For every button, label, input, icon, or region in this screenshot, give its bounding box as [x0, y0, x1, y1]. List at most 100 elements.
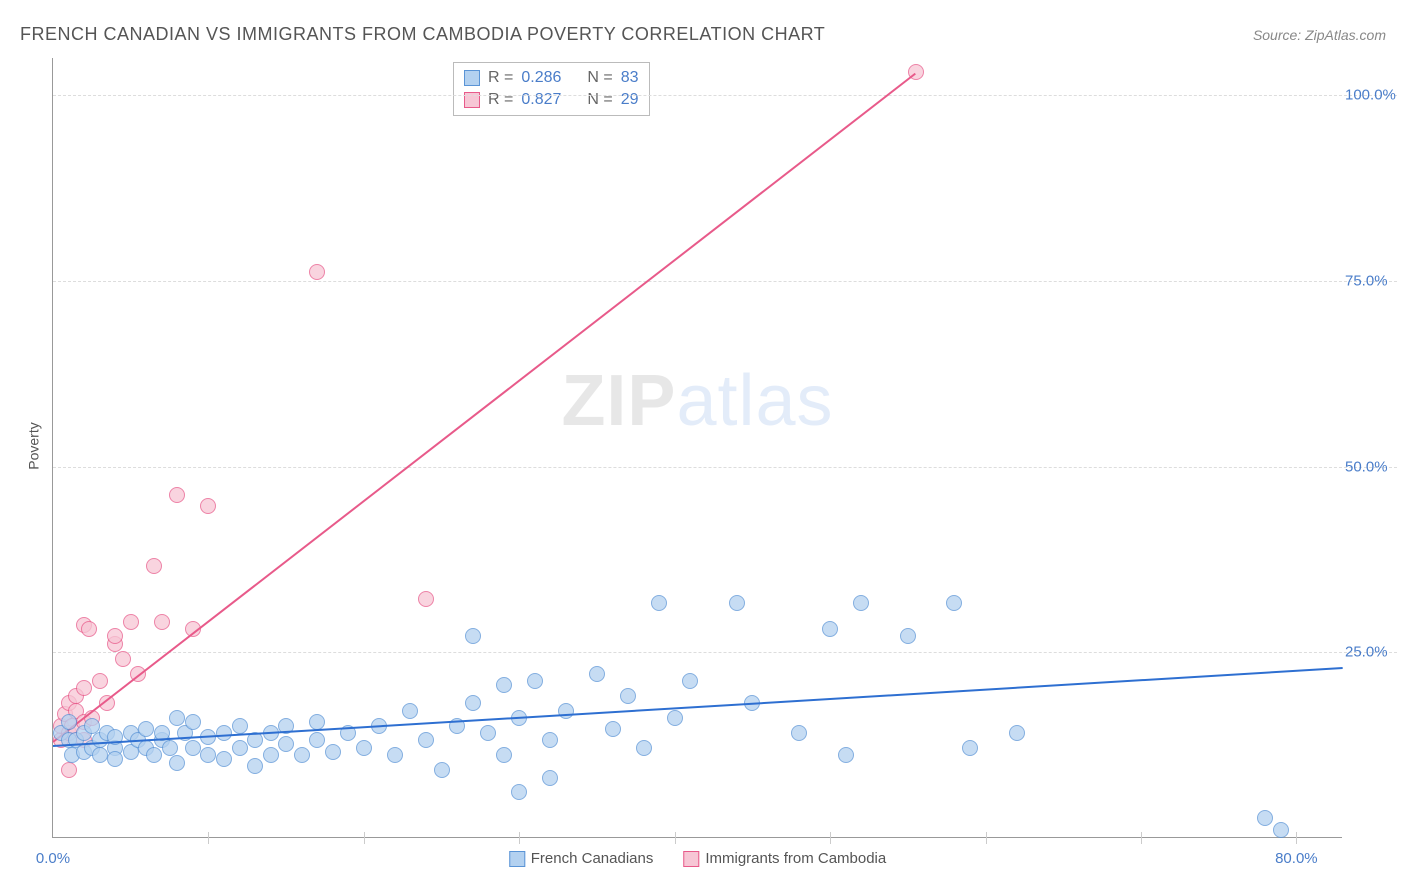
legend-label-b: Immigrants from Cambodia	[705, 850, 886, 867]
watermark-atlas: atlas	[676, 361, 833, 441]
tick-v	[1141, 832, 1142, 844]
scatter-point-a	[169, 710, 185, 726]
xtick-label: 0.0%	[36, 850, 70, 867]
scatter-point-a	[791, 725, 807, 741]
scatter-point-a	[511, 784, 527, 800]
scatter-point-a	[605, 721, 621, 737]
trendline-b	[52, 73, 916, 743]
scatter-point-a	[962, 740, 978, 756]
scatter-point-a	[542, 732, 558, 748]
tick-v	[208, 832, 209, 844]
n-value-b: 29	[621, 91, 639, 109]
n-label-b: N =	[587, 91, 612, 109]
scatter-point-a	[1273, 822, 1289, 838]
scatter-point-b	[200, 498, 216, 514]
watermark-zip: ZIP	[561, 361, 676, 441]
scatter-point-a	[162, 740, 178, 756]
legend-swatch-b	[683, 851, 699, 867]
gridline-h	[53, 95, 1397, 96]
legend-item-b: Immigrants from Cambodia	[683, 850, 886, 867]
scatter-point-a	[620, 688, 636, 704]
scatter-point-b	[81, 621, 97, 637]
scatter-point-b	[107, 628, 123, 644]
tick-v	[986, 832, 987, 844]
scatter-point-a	[309, 714, 325, 730]
scatter-point-a	[418, 732, 434, 748]
scatter-point-a	[838, 747, 854, 763]
scatter-point-b	[61, 762, 77, 778]
scatter-point-b	[115, 651, 131, 667]
legend-item-a: French Canadians	[509, 850, 654, 867]
scatter-point-b	[418, 591, 434, 607]
gridline-h	[53, 281, 1397, 282]
legend-bottom: French Canadians Immigrants from Cambodi…	[509, 850, 886, 867]
scatter-point-b	[154, 614, 170, 630]
scatter-point-a	[1257, 810, 1273, 826]
scatter-point-a	[185, 714, 201, 730]
ytick-label: 100.0%	[1345, 87, 1397, 104]
scatter-point-a	[542, 770, 558, 786]
scatter-point-a	[387, 747, 403, 763]
tick-v	[1296, 832, 1297, 844]
scatter-point-a	[216, 725, 232, 741]
watermark: ZIPatlas	[561, 360, 833, 442]
scatter-point-a	[1009, 725, 1025, 741]
gridline-h	[53, 652, 1397, 653]
scatter-point-a	[61, 714, 77, 730]
scatter-point-a	[465, 695, 481, 711]
r-label-a: R =	[488, 69, 513, 87]
scatter-point-a	[465, 628, 481, 644]
scatter-point-a	[200, 747, 216, 763]
scatter-point-a	[434, 762, 450, 778]
scatter-point-a	[480, 725, 496, 741]
scatter-point-a	[946, 595, 962, 611]
tick-v	[675, 832, 676, 844]
y-axis-label: Poverty	[26, 422, 42, 469]
scatter-point-a	[682, 673, 698, 689]
scatter-point-b	[123, 614, 139, 630]
chart-title: FRENCH CANADIAN VS IMMIGRANTS FROM CAMBO…	[20, 24, 825, 45]
swatch-series-a	[464, 70, 480, 86]
gridline-h	[53, 467, 1397, 468]
scatter-point-a	[402, 703, 418, 719]
r-value-a: 0.286	[521, 69, 561, 87]
scatter-point-b	[169, 487, 185, 503]
tick-v	[830, 832, 831, 844]
scatter-point-a	[900, 628, 916, 644]
n-label-a: N =	[587, 69, 612, 87]
header: FRENCH CANADIAN VS IMMIGRANTS FROM CAMBO…	[20, 24, 1386, 45]
scatter-point-a	[496, 747, 512, 763]
stats-row-b: R = 0.827 N = 29	[464, 89, 639, 111]
plot-area: ZIPatlas R = 0.286 N = 83 R = 0.827 N = …	[52, 58, 1342, 838]
chart-container: FRENCH CANADIAN VS IMMIGRANTS FROM CAMBO…	[0, 0, 1406, 892]
scatter-point-a	[146, 747, 162, 763]
scatter-point-a	[853, 595, 869, 611]
scatter-point-a	[216, 751, 232, 767]
scatter-point-a	[107, 751, 123, 767]
scatter-point-a	[169, 755, 185, 771]
tick-v	[364, 832, 365, 844]
xtick-label: 80.0%	[1275, 850, 1318, 867]
scatter-point-b	[309, 264, 325, 280]
legend-swatch-a	[509, 851, 525, 867]
scatter-point-a	[84, 718, 100, 734]
scatter-point-a	[822, 621, 838, 637]
ytick-label: 25.0%	[1345, 644, 1397, 661]
scatter-point-a	[651, 595, 667, 611]
ytick-label: 50.0%	[1345, 458, 1397, 475]
r-value-b: 0.827	[521, 91, 561, 109]
scatter-point-b	[146, 558, 162, 574]
scatter-point-a	[263, 747, 279, 763]
scatter-point-a	[138, 721, 154, 737]
scatter-point-a	[278, 736, 294, 752]
scatter-point-a	[325, 744, 341, 760]
stats-row-a: R = 0.286 N = 83	[464, 67, 639, 89]
scatter-point-a	[185, 740, 201, 756]
legend-label-a: French Canadians	[531, 850, 654, 867]
stats-legend-box: R = 0.286 N = 83 R = 0.827 N = 29	[453, 62, 650, 116]
n-value-a: 83	[621, 69, 639, 87]
scatter-point-a	[92, 747, 108, 763]
scatter-point-a	[294, 747, 310, 763]
scatter-point-a	[667, 710, 683, 726]
scatter-point-a	[232, 740, 248, 756]
